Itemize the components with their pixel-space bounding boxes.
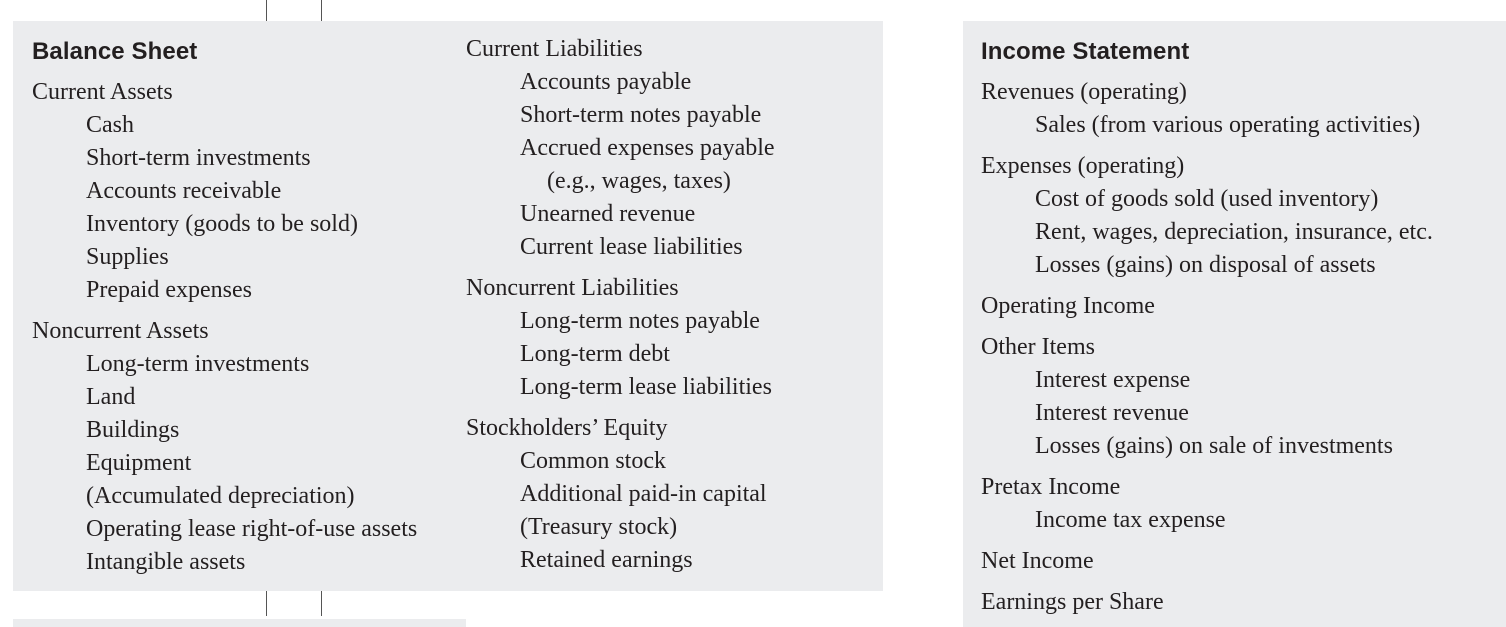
line-item: Losses (gains) on disposal of assets xyxy=(1035,252,1376,278)
balance-sheet-title: Balance Sheet xyxy=(32,38,198,65)
line-item: Accounts receivable xyxy=(86,178,282,204)
section-heading-operating-income: Operating Income xyxy=(981,293,1155,319)
line-item: Land xyxy=(86,384,136,410)
line-item: Long-term investments xyxy=(86,351,310,377)
section-heading-current-assets: Current Assets xyxy=(32,79,173,105)
line-item: Equipment xyxy=(86,450,192,476)
line-item: (e.g., wages, taxes) xyxy=(547,168,731,194)
balance-sheet-liabilities-equity-column: Current Liabilities Accounts payable Short… xyxy=(466,33,775,577)
line-item: (Accumulated depreciation) xyxy=(86,483,355,509)
line-item: Short-term notes payable xyxy=(520,102,762,128)
line-item: Prepaid expenses xyxy=(86,277,252,303)
line-item: Common stock xyxy=(520,448,667,474)
line-item: Accrued expenses payable xyxy=(520,135,775,161)
line-item: Supplies xyxy=(86,244,169,270)
section-heading-pretax-income: Pretax Income xyxy=(981,474,1121,500)
line-item: Inventory (goods to be sold) xyxy=(86,211,358,237)
line-item: Cost of goods sold (used inventory) xyxy=(1035,186,1379,212)
line-item: Buildings xyxy=(86,417,180,443)
section-heading-other-items: Other Items xyxy=(981,334,1095,360)
section-heading-revenues-operating: Revenues (operating) xyxy=(981,79,1187,105)
line-item: Operating lease right-of-use assets xyxy=(86,516,418,542)
line-item: Unearned revenue xyxy=(520,201,696,227)
bottom-panel-edge xyxy=(13,619,466,627)
connector-line-top-right xyxy=(321,0,322,21)
line-item: Long-term debt xyxy=(520,341,670,367)
line-item: Losses (gains) on sale of investments xyxy=(1035,433,1393,459)
connector-line-bottom-left xyxy=(266,591,267,616)
line-item: Long-term lease liabilities xyxy=(520,374,772,400)
income-statement-panel: Income Statement Revenues (operating) Sal… xyxy=(963,21,1506,627)
line-item: Cash xyxy=(86,112,134,138)
line-item: (Treasury stock) xyxy=(520,514,678,540)
line-item: Rent, wages, depreciation, insurance, et… xyxy=(1035,219,1433,245)
line-item: Accounts payable xyxy=(520,69,692,95)
section-heading-expenses-operating: Expenses (operating) xyxy=(981,153,1185,179)
line-item: Long-term notes payable xyxy=(520,308,760,334)
section-heading-net-income: Net Income xyxy=(981,548,1094,574)
line-item: Interest revenue xyxy=(1035,400,1189,426)
income-statement-column: Income Statement Revenues (operating) Sal… xyxy=(981,35,1433,619)
line-item: Retained earnings xyxy=(520,547,693,573)
connector-line-bottom-right xyxy=(321,591,322,616)
connector-line-top-left xyxy=(266,0,267,21)
line-item: Intangible assets xyxy=(86,549,246,575)
line-item: Current lease liabilities xyxy=(520,234,743,260)
balance-sheet-assets-column: Balance Sheet Current Assets Cash Short-te… xyxy=(32,35,417,579)
section-heading-stockholders-equity: Stockholders’ Equity xyxy=(466,415,668,441)
section-heading-earnings-per-share: Earnings per Share xyxy=(981,589,1164,615)
balance-sheet-panel: Balance Sheet Current Assets Cash Short-te… xyxy=(13,21,883,591)
section-heading-noncurrent-liabilities: Noncurrent Liabilities xyxy=(466,275,679,301)
line-item: Interest expense xyxy=(1035,367,1191,393)
line-item: Additional paid-in capital xyxy=(520,481,767,507)
section-heading-current-liabilities: Current Liabilities xyxy=(466,36,643,62)
line-item: Sales (from various operating activities… xyxy=(1035,112,1421,138)
line-item: Short-term investments xyxy=(86,145,311,171)
section-heading-noncurrent-assets: Noncurrent Assets xyxy=(32,318,209,344)
income-statement-title: Income Statement xyxy=(981,38,1190,65)
line-item: Income tax expense xyxy=(1035,507,1226,533)
